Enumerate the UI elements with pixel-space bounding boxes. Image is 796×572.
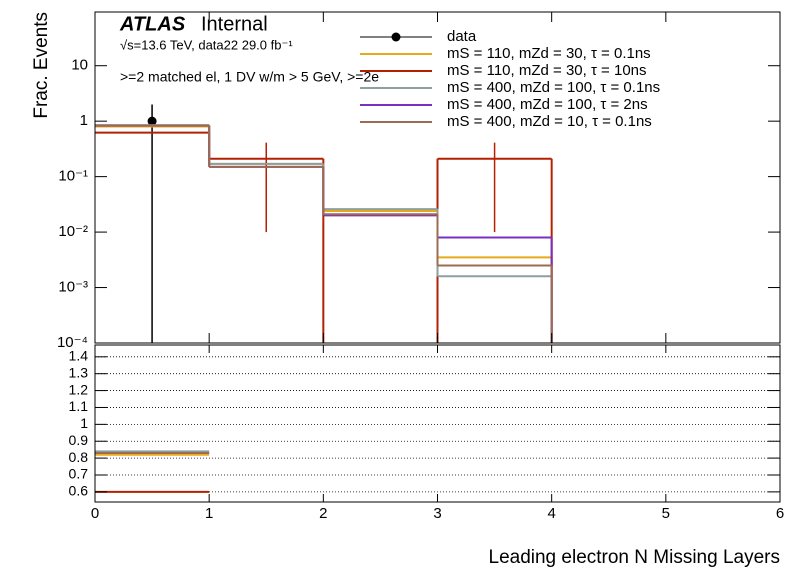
y-tick-label: 10⁻³ [58, 279, 88, 296]
x-tick-label: 3 [433, 505, 441, 522]
y-tick-label: 1.3 [69, 364, 89, 380]
y-tick-label: 10 [71, 57, 88, 74]
internal-label: Internal [201, 13, 268, 35]
legend-label: mS = 110, mZd = 30, τ = 0.1ns [447, 45, 651, 62]
legend-label: mS = 400, mZd = 10, τ = 0.1ns [447, 113, 652, 130]
legend-label: mS = 400, mZd = 100, τ = 0.1ns [447, 79, 660, 96]
legend-label: data [447, 28, 477, 45]
x-tick-label: 4 [547, 505, 555, 522]
legend-label: mS = 400, mZd = 100, τ = 2ns [447, 96, 648, 113]
atlas-label: ATLAS [119, 13, 186, 35]
x-tick-label: 1 [205, 505, 213, 522]
energy-label: √s=13.6 TeV, data22 29.0 fb⁻¹ [120, 37, 293, 52]
legend-label: mS = 110, mZd = 30, τ = 10ns [447, 62, 647, 79]
y-tick-label: 1.1 [69, 398, 89, 414]
legend-marker [391, 32, 401, 42]
y-tick-label: 10⁻² [58, 223, 88, 240]
y-tick-label: 1 [80, 112, 88, 129]
y-tick-label: 0.8 [69, 449, 89, 465]
ratio-plot [95, 356, 780, 493]
y-tick-label: 10⁻⁴ [57, 334, 88, 351]
x-tick-label: 0 [91, 505, 99, 522]
data-point [147, 116, 157, 126]
y-tick-label: 0.9 [69, 432, 89, 448]
y-tick-label: 0.7 [69, 466, 89, 482]
x-tick-label: 6 [776, 505, 784, 522]
y-tick-label: 10⁻¹ [58, 168, 88, 185]
y-tick-label: 0.6 [69, 483, 89, 499]
x-tick-label: 5 [662, 505, 670, 522]
x-axis-label: Leading electron N Missing Layers [489, 547, 781, 568]
selection-label: >=2 matched el, 1 DV w/m > 5 GeV, >=2e [120, 69, 379, 85]
top-plot [95, 104, 553, 343]
y-tick-label: 1.4 [69, 348, 89, 364]
y-tick-label: 1.2 [69, 381, 89, 397]
y-tick-label: 1 [80, 415, 88, 431]
y-axis-label: Frac. Events [31, 12, 52, 119]
x-tick-label: 2 [319, 505, 327, 522]
